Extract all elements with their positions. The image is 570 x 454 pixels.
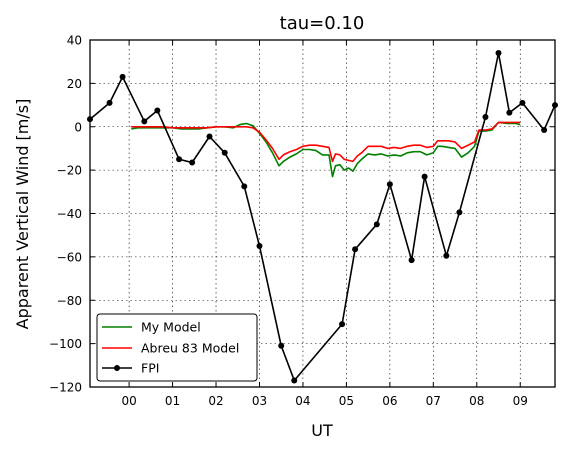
x-axis-tick-labels: 00 01 02 03 04 05 06 07 08 09 (121, 394, 527, 408)
data-point-fpi (408, 257, 415, 264)
x-tick-label: 07 (426, 394, 441, 408)
data-point-fpi (141, 118, 148, 125)
x-tick-label: 05 (339, 394, 354, 408)
x-tick-label: 03 (252, 394, 267, 408)
legend-label-abreu-model: Abreu 83 Model (141, 341, 239, 356)
data-point-fpi (421, 173, 428, 180)
y-tick-label: −120 (49, 381, 82, 395)
y-tick-label: 40 (67, 34, 82, 48)
y-axis-label: Apparent Vertical Wind [m/s] (13, 99, 32, 330)
data-point-fpi (278, 342, 285, 349)
data-point-fpi (221, 149, 228, 156)
data-point-fpi (256, 243, 263, 250)
legend-marker-fpi (114, 365, 120, 371)
data-point-fpi (206, 133, 213, 140)
data-point-fpi (443, 252, 450, 259)
y-tick-label: −100 (49, 337, 82, 351)
y-tick-label: −20 (57, 164, 82, 178)
data-point-fpi (291, 377, 298, 384)
data-point-fpi (339, 321, 346, 328)
data-point-fpi (119, 73, 126, 80)
data-point-fpi (189, 159, 196, 166)
x-tick-label: 00 (121, 394, 136, 408)
x-tick-label: 04 (295, 394, 310, 408)
x-tick-label: 01 (165, 394, 180, 408)
x-tick-label: 06 (382, 394, 397, 408)
legend: My Model Abreu 83 Model FPI (96, 313, 258, 382)
x-tick-label: 08 (469, 394, 484, 408)
y-axis-tick-labels: −120 −100 −80 −60 −40 −20 0 20 40 (49, 34, 82, 395)
x-tick-label: 09 (513, 394, 528, 408)
data-point-fpi (176, 156, 183, 163)
axis-ticks (90, 39, 555, 388)
x-tick-label: 02 (208, 394, 223, 408)
legend-label-fpi: FPI (141, 361, 159, 376)
y-tick-label: −80 (57, 294, 82, 308)
data-point-fpi (241, 183, 248, 190)
data-point-fpi (386, 181, 393, 188)
legend-box (96, 313, 258, 382)
y-tick-label: 20 (67, 77, 82, 91)
chart-title: tau=0.10 (280, 13, 365, 34)
y-tick-label: −60 (57, 250, 82, 264)
data-point-fpi (456, 209, 463, 216)
data-point-fpi (519, 99, 526, 106)
data-point-fpi (373, 221, 380, 228)
data-point-fpi (541, 127, 548, 134)
data-point-fpi (154, 107, 161, 114)
y-tick-label: −40 (57, 207, 82, 221)
data-point-fpi (352, 246, 359, 253)
y-tick-label: 0 (74, 120, 82, 134)
data-point-fpi (506, 109, 513, 116)
data-point-fpi (495, 50, 502, 57)
data-point-fpi (482, 113, 489, 120)
x-axis-label: UT (311, 421, 333, 440)
data-point-fpi (106, 99, 113, 106)
series-line-abreu-model (131, 121, 521, 163)
legend-label-my-model: My Model (141, 320, 201, 335)
